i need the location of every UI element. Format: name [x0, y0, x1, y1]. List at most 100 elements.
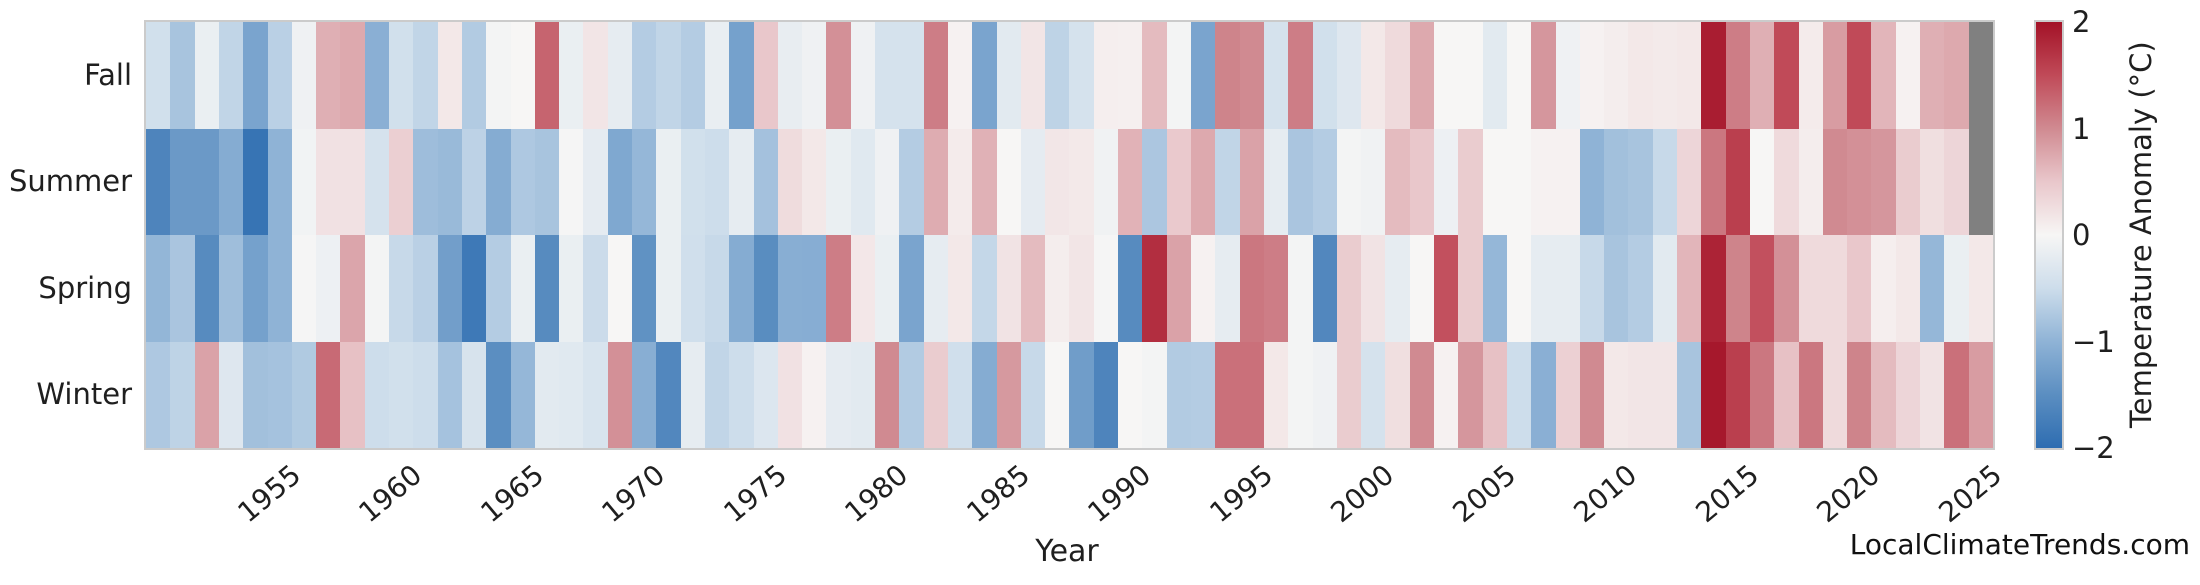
x-tick-label: 1960 [352, 458, 429, 530]
heatmap-cell [1944, 128, 1969, 235]
heatmap-cell [1142, 22, 1167, 129]
heatmap-cell [1531, 341, 1556, 448]
heatmap-cell [704, 128, 730, 235]
heatmap-cell [729, 22, 754, 129]
heatmap-cell [1142, 235, 1167, 342]
heatmap-cell [559, 235, 584, 342]
heatmap-cell [267, 22, 292, 129]
heatmap-cell [1336, 235, 1362, 342]
heatmap-cell [1555, 341, 1580, 448]
heatmap-cell [1166, 128, 1191, 235]
heatmap-cell [461, 341, 487, 448]
heatmap-cell [972, 235, 997, 342]
heatmap-cell [1263, 235, 1289, 342]
heatmap-cell [996, 22, 1021, 129]
heatmap-cell [316, 341, 341, 448]
heatmap-cell [146, 128, 171, 235]
heatmap-cell [1191, 341, 1216, 448]
heatmap-cell [1968, 128, 1993, 235]
heatmap-cell [486, 235, 511, 342]
heatmap-cell [1555, 22, 1580, 129]
heatmap-cell [1361, 22, 1386, 129]
colorbar-tick-label: 2 [2072, 5, 2091, 39]
heatmap-cell [1798, 128, 1823, 235]
heatmap-cell [947, 235, 973, 342]
heatmap-cell [777, 341, 803, 448]
heatmap-cell [923, 22, 948, 129]
heatmap-cell [704, 341, 730, 448]
heatmap-cell [194, 235, 219, 342]
heatmap-cell [704, 235, 730, 342]
heatmap-cell [1968, 235, 1993, 342]
heatmap-cell [243, 128, 268, 235]
heatmap-cell [534, 235, 560, 342]
heatmap-cell [1847, 341, 1872, 448]
heatmap-cell [1604, 235, 1629, 342]
x-tick-label: 1985 [960, 458, 1036, 530]
x-tick-label: 2020 [1810, 458, 1887, 530]
heatmap-cell [1045, 128, 1070, 235]
heatmap-cell [1774, 128, 1799, 235]
heatmap-cell [1749, 341, 1775, 448]
x-tick-label: 1955 [231, 458, 307, 530]
heatmap-cell [316, 128, 341, 235]
heatmap-cell [1798, 235, 1823, 342]
heatmap-cell [607, 235, 633, 342]
heatmap-cell [1871, 235, 1896, 342]
heatmap-cell [1093, 128, 1119, 235]
heatmap-cell [899, 341, 924, 448]
heatmap-cell [291, 235, 317, 342]
heatmap-cell [437, 235, 462, 342]
heatmap-cell [1312, 341, 1337, 448]
heatmap-cell [996, 341, 1021, 448]
heatmap-cell [1020, 22, 1046, 129]
heatmap-cell [1312, 235, 1337, 342]
heatmap-cell [1093, 235, 1119, 342]
heatmap-cell [1482, 235, 1507, 342]
heatmap-cell [777, 235, 803, 342]
heatmap-cell [364, 128, 390, 235]
heatmap-cell [996, 128, 1021, 235]
heatmap-cell [1118, 128, 1143, 235]
heatmap-cell [389, 22, 414, 129]
heatmap-cell [1020, 128, 1046, 235]
heatmap-cell [1093, 22, 1119, 129]
heatmap-cell [510, 128, 535, 235]
heatmap-cell [850, 235, 876, 342]
heatmap-cell [146, 235, 171, 342]
heatmap-cell [1215, 22, 1240, 129]
heatmap-cell [1822, 341, 1848, 448]
colorbar-tick-label: 1 [2072, 111, 2091, 146]
heatmap-cell [1579, 22, 1605, 129]
heatmap-cell [680, 128, 705, 235]
heatmap-cell [729, 235, 754, 342]
row-label-winter: Winter [36, 377, 132, 412]
heatmap-cell [875, 128, 900, 235]
heatmap-cell [291, 128, 317, 235]
heatmap-cell [1677, 341, 1702, 448]
heatmap-cell [1531, 22, 1556, 129]
heatmap-cell [1434, 128, 1459, 235]
heatmap-cell [1555, 128, 1580, 235]
heatmap-cell [1045, 341, 1070, 448]
heatmap-cell [243, 235, 268, 342]
heatmap-cell [1434, 341, 1459, 448]
heatmap-cell [1336, 22, 1362, 129]
heatmap-cell [923, 341, 948, 448]
heatmap-cell [753, 235, 778, 342]
heatmap-cell [1506, 341, 1532, 448]
heatmap-cell [437, 128, 462, 235]
x-tick-label: 2005 [1446, 458, 1522, 530]
heatmap-cell [437, 22, 462, 129]
heatmap-cell [1579, 235, 1605, 342]
heatmap-cell [753, 128, 778, 235]
heatmap-cell [1215, 341, 1240, 448]
heatmap-cell [802, 235, 827, 342]
heatmap-cell [607, 341, 633, 448]
heatmap-cell [850, 22, 876, 129]
x-tick-label: 1990 [1081, 458, 1158, 530]
heatmap-cell [340, 22, 365, 129]
heatmap-cell [1409, 341, 1435, 448]
heatmap-cell [1725, 22, 1750, 129]
colorbar-title: Temperature Anomaly (°C) [2124, 41, 2158, 429]
